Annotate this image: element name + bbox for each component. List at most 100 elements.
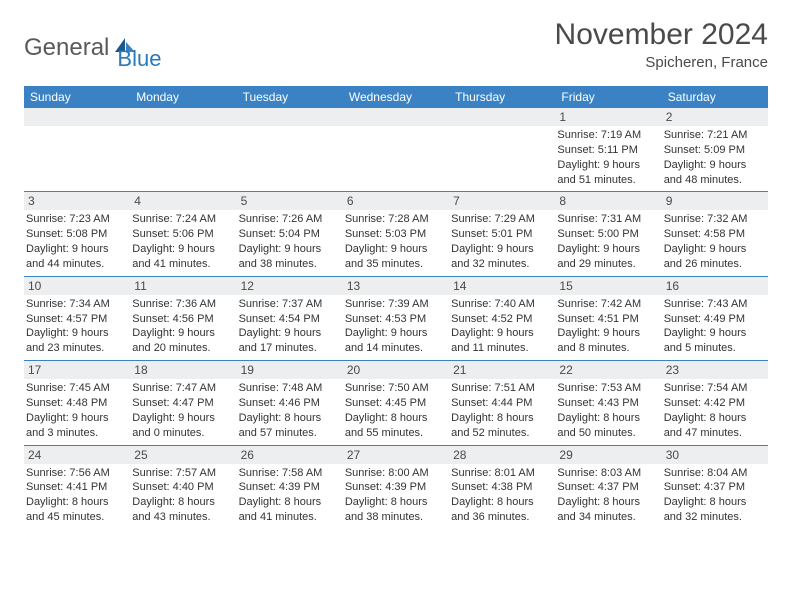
day-details: Sunrise: 7:19 AMSunset: 5:11 PMDaylight:… bbox=[557, 128, 659, 187]
day-cell: 25 Sunrise: 7:57 AMSunset: 4:40 PMDayligh… bbox=[130, 446, 236, 529]
week-row: 3 Sunrise: 7:23 AMSunset: 5:08 PMDaylight… bbox=[24, 191, 768, 275]
day-details: Sunrise: 7:39 AMSunset: 4:53 PMDaylight:… bbox=[345, 297, 447, 356]
day-cell: 30Sunrise: 8:04 AMSunset: 4:37 PMDayligh… bbox=[662, 446, 768, 529]
day-details: Sunrise: 7:36 AMSunset: 4:56 PMDaylight:… bbox=[132, 297, 234, 356]
day-number: 19 bbox=[237, 361, 343, 379]
header: General Blue November 2024 Spicheren, Fr… bbox=[24, 18, 768, 72]
empty-day-bar bbox=[237, 108, 343, 126]
empty-day-bar bbox=[24, 108, 130, 126]
empty-day-cell bbox=[24, 108, 130, 191]
day-details: Sunrise: 7:29 AMSunset: 5:01 PMDaylight:… bbox=[451, 212, 553, 271]
day-cell: 11 Sunrise: 7:36 AMSunset: 4:56 PMDayligh… bbox=[130, 277, 236, 360]
day-number: 6 bbox=[343, 192, 449, 210]
day-cell: 18 Sunrise: 7:47 AMSunset: 4:47 PMDayligh… bbox=[130, 361, 236, 444]
day-details: Sunrise: 7:40 AMSunset: 4:52 PMDaylight:… bbox=[451, 297, 553, 356]
day-details: Sunrise: 8:00 AMSunset: 4:39 PMDaylight:… bbox=[345, 466, 447, 525]
day-details: Sunrise: 7:42 AMSunset: 4:51 PMDaylight:… bbox=[557, 297, 659, 356]
brand-main: General bbox=[24, 34, 109, 62]
weekday-thursday: Thursday bbox=[449, 86, 555, 108]
day-number: 20 bbox=[343, 361, 449, 379]
day-number: 23 bbox=[662, 361, 768, 379]
day-cell: 17 Sunrise: 7:45 AMSunset: 4:48 PMDayligh… bbox=[24, 361, 130, 444]
day-details: Sunrise: 8:03 AMSunset: 4:37 PMDaylight:… bbox=[557, 466, 659, 525]
day-number: 2 bbox=[662, 108, 768, 126]
empty-day-bar bbox=[343, 108, 449, 126]
day-cell: 15 Sunrise: 7:42 AMSunset: 4:51 PMDayligh… bbox=[555, 277, 661, 360]
day-details: Sunrise: 7:43 AMSunset: 4:49 PMDaylight:… bbox=[664, 297, 766, 356]
day-number: 11 bbox=[130, 277, 236, 295]
day-number: 26 bbox=[237, 446, 343, 464]
day-number: 9 bbox=[662, 192, 768, 210]
day-details: Sunrise: 7:53 AMSunset: 4:43 PMDaylight:… bbox=[557, 381, 659, 440]
day-details: Sunrise: 7:45 AMSunset: 4:48 PMDaylight:… bbox=[26, 381, 128, 440]
day-details: Sunrise: 7:51 AMSunset: 4:44 PMDaylight:… bbox=[451, 381, 553, 440]
location: Spicheren, France bbox=[555, 54, 768, 71]
day-cell: 8Sunrise: 7:31 AMSunset: 5:00 PMDaylight… bbox=[555, 192, 661, 275]
day-cell: 7Sunrise: 7:29 AMSunset: 5:01 PMDaylight… bbox=[449, 192, 555, 275]
brand-sub: Blue bbox=[117, 46, 161, 72]
month-title: November 2024 bbox=[555, 18, 768, 52]
day-details: Sunrise: 8:01 AMSunset: 4:38 PMDaylight:… bbox=[451, 466, 553, 525]
day-details: Sunrise: 7:23 AMSunset: 5:08 PMDaylight:… bbox=[26, 212, 128, 271]
day-cell: 9 Sunrise: 7:32 AMSunset: 4:58 PMDaylight… bbox=[662, 192, 768, 275]
day-cell: 20Sunrise: 7:50 AMSunset: 4:45 PMDayligh… bbox=[343, 361, 449, 444]
day-number: 14 bbox=[449, 277, 555, 295]
day-number: 1 bbox=[555, 108, 661, 126]
day-number: 10 bbox=[24, 277, 130, 295]
empty-day-cell bbox=[343, 108, 449, 191]
day-cell: 10Sunrise: 7:34 AMSunset: 4:57 PMDayligh… bbox=[24, 277, 130, 360]
day-details: Sunrise: 7:47 AMSunset: 4:47 PMDaylight:… bbox=[132, 381, 234, 440]
week-row: 24 Sunrise: 7:56 AMSunset: 4:41 PMDayligh… bbox=[24, 445, 768, 529]
day-number: 17 bbox=[24, 361, 130, 379]
empty-day-cell bbox=[449, 108, 555, 191]
calendar-body: 1 Sunrise: 7:19 AMSunset: 5:11 PMDaylight… bbox=[24, 108, 768, 529]
day-cell: 14 Sunrise: 7:40 AMSunset: 4:52 PMDayligh… bbox=[449, 277, 555, 360]
day-details: Sunrise: 7:21 AMSunset: 5:09 PMDaylight:… bbox=[664, 128, 766, 187]
day-number: 22 bbox=[555, 361, 661, 379]
day-number: 25 bbox=[130, 446, 236, 464]
day-number: 15 bbox=[555, 277, 661, 295]
brand-logo: General Blue bbox=[24, 18, 161, 72]
day-cell: 19 Sunrise: 7:48 AMSunset: 4:46 PMDayligh… bbox=[237, 361, 343, 444]
day-number: 27 bbox=[343, 446, 449, 464]
day-details: Sunrise: 7:58 AMSunset: 4:39 PMDaylight:… bbox=[239, 466, 341, 525]
weekday-friday: Friday bbox=[555, 86, 661, 108]
title-block: November 2024 Spicheren, France bbox=[555, 18, 768, 71]
day-cell: 21 Sunrise: 7:51 AMSunset: 4:44 PMDayligh… bbox=[449, 361, 555, 444]
day-number: 29 bbox=[555, 446, 661, 464]
day-cell: 13 Sunrise: 7:39 AMSunset: 4:53 PMDayligh… bbox=[343, 277, 449, 360]
day-cell: 12 Sunrise: 7:37 AMSunset: 4:54 PMDayligh… bbox=[237, 277, 343, 360]
day-cell: 22 Sunrise: 7:53 AMSunset: 4:43 PMDayligh… bbox=[555, 361, 661, 444]
day-cell: 29 Sunrise: 8:03 AMSunset: 4:37 PMDayligh… bbox=[555, 446, 661, 529]
weekday-monday: Monday bbox=[130, 86, 236, 108]
day-cell: 2 Sunrise: 7:21 AMSunset: 5:09 PMDaylight… bbox=[662, 108, 768, 191]
day-cell: 23Sunrise: 7:54 AMSunset: 4:42 PMDayligh… bbox=[662, 361, 768, 444]
day-number: 4 bbox=[130, 192, 236, 210]
day-details: Sunrise: 7:28 AMSunset: 5:03 PMDaylight:… bbox=[345, 212, 447, 271]
day-details: Sunrise: 7:26 AMSunset: 5:04 PMDaylight:… bbox=[239, 212, 341, 271]
day-number: 16 bbox=[662, 277, 768, 295]
day-cell: 16 Sunrise: 7:43 AMSunset: 4:49 PMDayligh… bbox=[662, 277, 768, 360]
day-number: 13 bbox=[343, 277, 449, 295]
day-number: 24 bbox=[24, 446, 130, 464]
day-details: Sunrise: 7:32 AMSunset: 4:58 PMDaylight:… bbox=[664, 212, 766, 271]
day-number: 5 bbox=[237, 192, 343, 210]
day-details: Sunrise: 7:57 AMSunset: 4:40 PMDaylight:… bbox=[132, 466, 234, 525]
day-details: Sunrise: 7:24 AMSunset: 5:06 PMDaylight:… bbox=[132, 212, 234, 271]
day-details: Sunrise: 7:48 AMSunset: 4:46 PMDaylight:… bbox=[239, 381, 341, 440]
day-cell: 1 Sunrise: 7:19 AMSunset: 5:11 PMDaylight… bbox=[555, 108, 661, 191]
day-number: 21 bbox=[449, 361, 555, 379]
day-number: 3 bbox=[24, 192, 130, 210]
day-number: 28 bbox=[449, 446, 555, 464]
weekday-wednesday: Wednesday bbox=[343, 86, 449, 108]
day-details: Sunrise: 7:37 AMSunset: 4:54 PMDaylight:… bbox=[239, 297, 341, 356]
day-number: 12 bbox=[237, 277, 343, 295]
day-number: 30 bbox=[662, 446, 768, 464]
week-row: 10Sunrise: 7:34 AMSunset: 4:57 PMDayligh… bbox=[24, 276, 768, 360]
week-row: 17 Sunrise: 7:45 AMSunset: 4:48 PMDayligh… bbox=[24, 360, 768, 444]
day-number: 18 bbox=[130, 361, 236, 379]
day-details: Sunrise: 7:56 AMSunset: 4:41 PMDaylight:… bbox=[26, 466, 128, 525]
day-cell: 3 Sunrise: 7:23 AMSunset: 5:08 PMDaylight… bbox=[24, 192, 130, 275]
weekday-header-row: SundayMondayTuesdayWednesdayThursdayFrid… bbox=[24, 86, 768, 108]
weekday-saturday: Saturday bbox=[662, 86, 768, 108]
